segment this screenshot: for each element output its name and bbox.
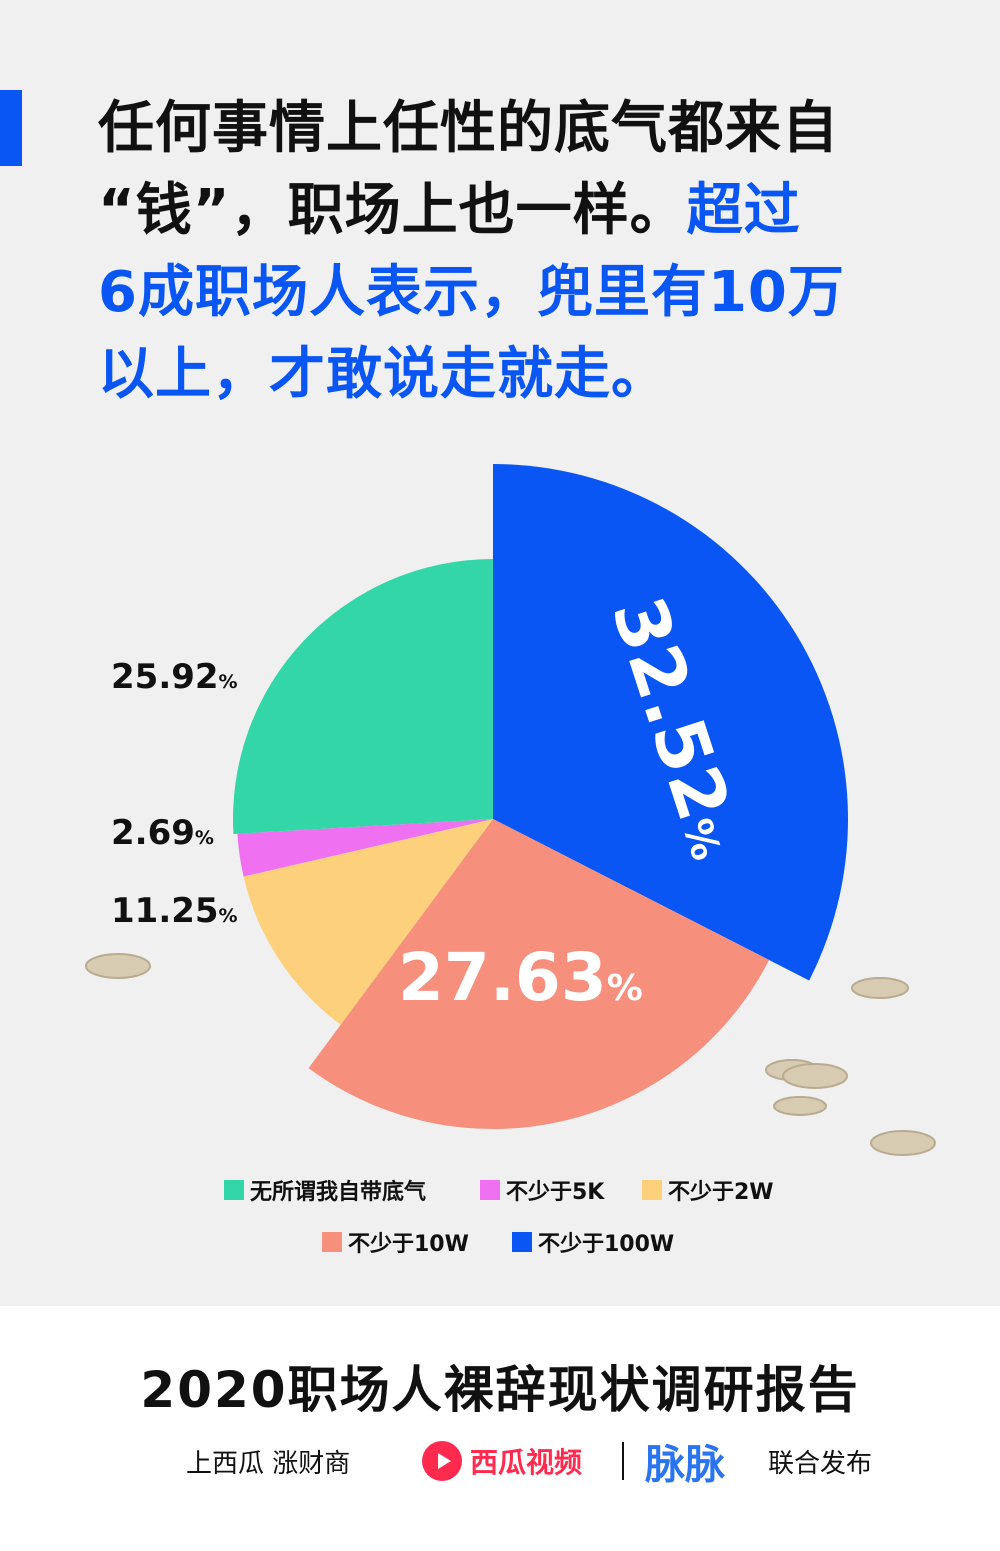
legend-swatch (512, 1232, 532, 1252)
slice-label-value: 27.63 (398, 939, 607, 1016)
pie-slice-2 (243, 819, 493, 1025)
accent-bar (0, 90, 22, 166)
joint-release: 联合发布 (768, 1448, 873, 1479)
slice-label-value: 11.25 (111, 891, 219, 931)
xigua-logo: 西瓜视频 (422, 1436, 582, 1486)
pie-slice-4 (493, 464, 848, 981)
headline: 任何事情上任性的底气都来自 “钱”，职场上也一样。超过 6成职场人表示，兜里有1… (98, 88, 898, 416)
coins-decoration (85, 953, 936, 1156)
footer: 2020职场人裸辞现状调研报告 上西瓜 涨财商 西瓜视频 脉脉 联合发布 (0, 1306, 1000, 1551)
legend-label: 不少于100W (538, 1232, 675, 1257)
legend-label: 不少于2W (668, 1180, 774, 1205)
legend-row-2: 不少于10W 不少于100W (0, 1227, 1000, 1257)
pie-slices (233, 464, 848, 1129)
coin-icon (870, 1130, 936, 1156)
slice-label-unit: % (195, 827, 214, 849)
slice-label-unit: % (219, 671, 238, 693)
headline-line-1: 任何事情上任性的底气都来自 (98, 96, 839, 161)
legend-label: 不少于5K (506, 1180, 605, 1205)
slice-label-unit: % (607, 968, 643, 1009)
coin-icon (782, 1063, 848, 1089)
legend-item-salmon: 不少于10W (322, 1227, 469, 1257)
headline-line-3: 6成职场人表示，兜里有10万 (98, 260, 845, 325)
coin-icon (773, 1096, 827, 1116)
legend-swatch (480, 1180, 500, 1200)
legend-item-blue: 不少于100W (512, 1227, 674, 1257)
logo-divider (622, 1442, 624, 1480)
legend-row-1: 无所谓我自带底气 不少于5K 不少于2W (0, 1175, 1000, 1205)
legend-swatch (224, 1180, 244, 1200)
pie-slice-3 (308, 819, 770, 1129)
legend-label: 不少于10W (348, 1232, 469, 1257)
legend-label: 无所谓我自带底气 (250, 1180, 427, 1205)
slice-label-1: 2.69% (111, 813, 214, 853)
slice-label-value: 2.69 (111, 813, 195, 853)
play-icon (422, 1441, 462, 1481)
pie-chart: 25.92%2.69%11.25%27.63%32.52% (85, 464, 936, 1156)
report-title: 2020职场人裸辞现状调研报告 (140, 1361, 860, 1419)
legend-item-magenta: 不少于5K (480, 1175, 604, 1205)
headline-line-2-blue: 超过 (686, 178, 801, 243)
slice-label-value: 25.92 (111, 657, 219, 697)
legend-item-yellow: 不少于2W (642, 1175, 774, 1205)
legend-item-green: 无所谓我自带底气 (224, 1175, 426, 1205)
maimai-logo: 脉脉 (645, 1442, 725, 1488)
legend-swatch (642, 1180, 662, 1200)
pie-slice-1 (237, 819, 493, 877)
headline-line-2: “钱”，职场上也一样。超过 (98, 170, 898, 252)
slice-label-3: 27.63% (398, 939, 643, 1016)
pie-slice-0 (233, 559, 493, 834)
coin-icon (851, 977, 909, 999)
headline-line-4: 以上，才敢说走就走。 (98, 342, 668, 407)
slice-label-unit: % (219, 905, 238, 927)
slice-label-0: 25.92% (111, 657, 238, 697)
legend-swatch (322, 1232, 342, 1252)
xigua-name: 西瓜视频 (470, 1446, 583, 1479)
partners: 上西瓜 涨财商 西瓜视频 脉脉 联合发布 (0, 1436, 1000, 1488)
headline-line-2-black: “钱”，职场上也一样。 (98, 178, 687, 243)
slice-label-2: 11.25% (111, 891, 238, 931)
coin-icon (85, 953, 151, 979)
partner-slogan: 上西瓜 涨财商 (186, 1448, 351, 1479)
